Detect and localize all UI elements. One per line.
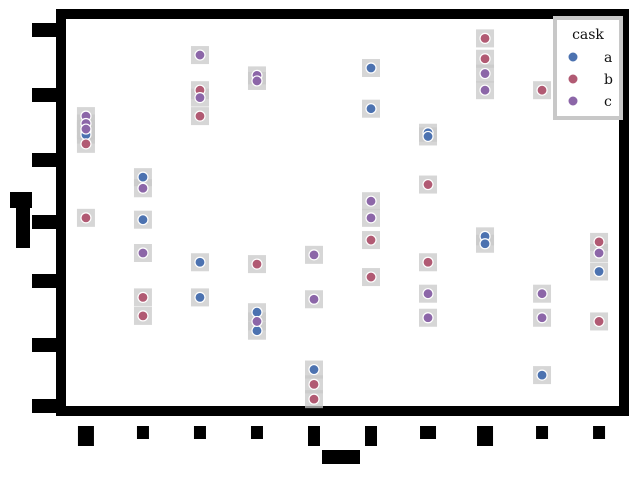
data-point-c [365, 195, 377, 207]
plot-area [56, 9, 629, 416]
data-point-c [479, 67, 491, 80]
data-point-a [137, 171, 149, 183]
data-point-b [137, 291, 149, 303]
x-tick-mark [307, 426, 320, 446]
y-tick-mark [32, 23, 58, 37]
x-axis-ticks [77, 426, 606, 446]
x-tick-mark [420, 426, 437, 439]
data-points [76, 29, 609, 409]
data-point-b [365, 234, 377, 246]
x-tick-mark [193, 426, 206, 439]
data-point-b [593, 236, 605, 248]
data-point-c [137, 182, 149, 194]
x-tick-mark [477, 426, 494, 446]
x-tick-mark [250, 426, 263, 439]
data-point-b [308, 378, 320, 390]
data-point-a [593, 265, 605, 278]
data-point-b [536, 84, 548, 96]
legend-marker-a [567, 51, 579, 63]
y-tick-mark [32, 399, 58, 413]
data-point-c [536, 312, 548, 324]
legend-label-b: b [604, 72, 613, 88]
data-point-b [251, 258, 263, 270]
data-point-b [80, 212, 92, 224]
data-point-a [251, 325, 263, 337]
data-point-a [365, 103, 377, 115]
data-point-c [308, 293, 320, 305]
x-tick-mark [536, 426, 549, 439]
legend-box [553, 16, 623, 120]
data-point-c [422, 312, 434, 324]
data-point-a [479, 238, 491, 250]
legend-item-c: c [567, 94, 612, 110]
y-axis-label [10, 192, 32, 248]
plot-frame [56, 9, 629, 416]
data-point-c [365, 212, 377, 224]
data-point-c [194, 91, 206, 104]
legend-marker-c [567, 95, 579, 107]
y-tick-mark [32, 215, 58, 229]
y-tick-mark [32, 153, 58, 167]
data-point-b [479, 32, 491, 45]
legend-item-a: a [567, 50, 612, 66]
data-point-a [251, 306, 263, 318]
data-point-c [308, 249, 320, 261]
data-point-b [422, 178, 434, 191]
y-tick-mark [32, 274, 58, 288]
data-point-b [479, 53, 491, 65]
x-tick-mark [365, 426, 378, 446]
legend-marker-b [567, 73, 579, 85]
data-point-b [194, 110, 206, 122]
data-point-c [137, 247, 149, 259]
legend-title: cask [572, 27, 604, 43]
data-point-a [422, 130, 434, 143]
y-tick-mark [32, 88, 58, 102]
x-tick-mark [77, 426, 94, 446]
data-point-b [593, 315, 605, 328]
data-point-c [251, 75, 263, 87]
legend: cask a b c [553, 16, 623, 120]
data-point-a [194, 256, 206, 268]
data-point-a [308, 363, 320, 376]
x-tick-mark [136, 426, 149, 439]
data-point-c [251, 315, 263, 328]
data-point-a [536, 369, 548, 381]
data-point-c [422, 288, 434, 300]
data-point-c [194, 49, 206, 61]
data-point-b [422, 256, 434, 268]
x-axis-label [322, 450, 360, 464]
data-point-c [479, 84, 491, 96]
data-point-a [137, 214, 149, 226]
legend-label-c: c [604, 94, 612, 110]
data-point-c [80, 123, 92, 135]
data-point-b [308, 393, 320, 405]
x-tick-mark [593, 426, 606, 439]
data-point-b [137, 310, 149, 322]
data-point-b [365, 271, 377, 283]
data-point-b [80, 138, 92, 150]
data-point-a [365, 62, 377, 74]
legend-item-b: b [567, 72, 613, 88]
y-axis-ticks [32, 23, 58, 413]
data-point-c [536, 288, 548, 300]
y-tick-mark [32, 338, 58, 352]
data-point-c [593, 247, 605, 259]
data-point-a [194, 291, 206, 303]
legend-label-a: a [604, 50, 612, 66]
